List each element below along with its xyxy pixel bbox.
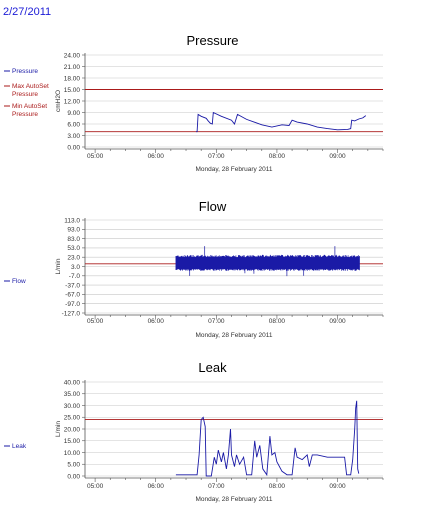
leak-ytick-label: 0.00 [67, 473, 80, 480]
leak-ytick-label: 20.00 [64, 426, 81, 433]
leak-ytick-label: 5.00 [67, 462, 80, 469]
leak-x-axis-label: Monday, 28 February 2011 [195, 496, 272, 503]
leak-xtick-label: 07:00 [208, 483, 225, 490]
leak-ytick-label: 15.00 [64, 438, 81, 445]
pressure-ytick-label: 3.00 [67, 133, 80, 140]
flow-y-axis-label: L/min [55, 258, 62, 274]
pressure-ytick-label: 15.00 [64, 87, 81, 94]
leak-legend-label: Leak [12, 443, 27, 450]
pressure-x-axis-label: Monday, 28 February 2011 [195, 166, 272, 173]
pressure-series-line [196, 111, 367, 133]
flow-x-axis-label: Monday, 28 February 2011 [195, 332, 272, 339]
leak-xtick-label: 05:00 [87, 483, 104, 490]
leak-xtick-label: 08:00 [269, 483, 286, 490]
flow-ytick-label: -67.0 [65, 292, 80, 299]
pressure-xtick-label: 05:00 [87, 153, 104, 160]
pressure-ytick-label: 21.00 [64, 64, 81, 71]
flow-ytick-label: -127.0 [62, 310, 81, 317]
leak-ytick-label: 10.00 [64, 450, 81, 457]
flow-ytick-label: 93.0 [67, 227, 80, 234]
leak-ytick-label: 30.00 [64, 403, 81, 410]
flow-xtick-label: 05:00 [87, 318, 104, 325]
flow-xtick-label: 09:00 [329, 318, 346, 325]
flow-ytick-label: -37.0 [65, 282, 80, 289]
pressure-xtick-label: 06:00 [148, 153, 165, 160]
pressure-xtick-label: 07:00 [208, 153, 225, 160]
pressure-ytick-label: 12.00 [64, 98, 81, 105]
pressure-legend-label: Pressure [12, 68, 38, 75]
pressure-y-axis-label: cmH2O [55, 90, 62, 112]
pressure-xtick-label: 09:00 [329, 153, 346, 160]
flow-ytick-label: -97.0 [65, 301, 80, 308]
leak-chart-title: Leak [198, 360, 227, 375]
pressure-ytick-label: 18.00 [64, 75, 81, 82]
leak-series-line [175, 400, 360, 477]
flow-legend-label: Flow [12, 278, 26, 285]
pressure-ytick-label: 6.00 [67, 121, 80, 128]
pressure-ytick-label: 9.00 [67, 110, 80, 117]
pressure-chart-title: Pressure [186, 33, 239, 48]
leak-xtick-label: 06:00 [148, 483, 165, 490]
flow-ytick-label: -7.0 [69, 273, 81, 280]
leak-ytick-label: 40.00 [64, 379, 81, 386]
flow-chart-title: Flow [198, 199, 227, 214]
pressure-legend-label: Min AutoSet Pressure [12, 103, 47, 118]
flow-ytick-label: 3.0 [71, 264, 80, 271]
flow-ytick-label: 83.0 [67, 236, 80, 243]
date-label: 2/27/2011 [3, 6, 52, 18]
flow-xtick-label: 07:00 [208, 318, 225, 325]
pressure-ytick-label: 0.00 [67, 144, 80, 151]
pressure-ytick-label: 24.00 [64, 52, 81, 59]
flow-ytick-label: 23.0 [67, 255, 80, 262]
leak-xtick-label: 09:00 [329, 483, 346, 490]
flow-series-waveform [175, 246, 360, 277]
pressure-xtick-label: 08:00 [269, 153, 286, 160]
flow-ytick-label: 113.0 [64, 217, 80, 224]
pressure-legend-label: Max AutoSet Pressure [12, 83, 49, 98]
flow-xtick-label: 08:00 [269, 318, 286, 325]
leak-ytick-label: 35.00 [64, 391, 81, 398]
leak-ytick-label: 25.00 [64, 415, 81, 422]
flow-xtick-label: 06:00 [148, 318, 165, 325]
flow-ytick-label: 53.0 [67, 245, 80, 252]
leak-y-axis-label: L/min [55, 421, 62, 437]
